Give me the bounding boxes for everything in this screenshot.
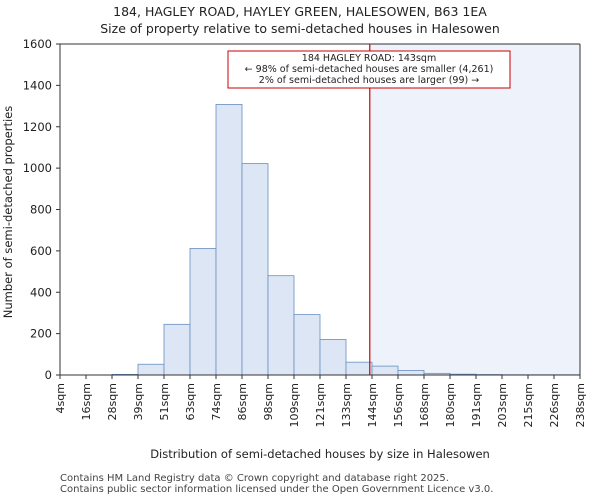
x-tick-label: 109sqm: [288, 383, 301, 427]
annotation-line-2: ← 98% of semi-detached houses are smalle…: [245, 64, 494, 75]
highlight-region: [369, 44, 580, 375]
x-tick-label: 74sqm: [210, 383, 223, 420]
x-tick-label: 121sqm: [314, 383, 327, 427]
chart-subtitle: Size of property relative to semi-detach…: [100, 21, 500, 36]
x-axis-label: Distribution of semi-detached houses by …: [150, 447, 490, 461]
x-tick-label: 16sqm: [80, 383, 93, 420]
footer-copyright: Contains HM Land Registry data © Crown c…: [60, 473, 449, 484]
x-tick-label: 156sqm: [392, 383, 405, 427]
x-tick-label: 63sqm: [184, 383, 197, 420]
histogram-bar: [371, 365, 399, 376]
histogram-bar: [189, 247, 217, 376]
histogram-bar: [397, 370, 425, 376]
y-tick-label: 0: [45, 368, 52, 382]
x-tick-label: 51sqm: [158, 383, 171, 420]
chart-title: 184, HAGLEY ROAD, HAYLEY GREEN, HALESOWE…: [113, 4, 487, 19]
x-tick-label: 28sqm: [106, 383, 119, 420]
footer-licence: Contains public sector information licen…: [60, 484, 494, 495]
x-tick-label: 86sqm: [236, 383, 249, 420]
x-tick-label: 133sqm: [340, 383, 353, 427]
annotation-line-1: 184 HAGLEY ROAD: 143sqm: [302, 53, 436, 64]
x-tick-label: 203sqm: [496, 383, 509, 427]
histogram-chart: 0 200 400 600 800 1000 1200 1400 1600 4sqm 16sqm 2…: [1, 37, 587, 461]
x-tick-label: 215sqm: [522, 383, 535, 427]
y-tick-label: 1600: [23, 37, 52, 51]
x-tick-label: 144sqm: [366, 383, 379, 427]
y-tick-label: 600: [30, 244, 52, 258]
histogram-bar: [293, 314, 321, 376]
annotation-line-3: 2% of semi-detached houses are larger (9…: [259, 75, 479, 86]
x-tick-label: 168sqm: [418, 383, 431, 427]
y-tick-label: 1400: [23, 78, 52, 92]
y-tick-label: 800: [30, 203, 52, 217]
x-tick-label: 180sqm: [444, 383, 457, 427]
x-tick-label: 226sqm: [548, 383, 561, 427]
histogram-bar: [137, 363, 165, 376]
y-tick-label: 1000: [23, 161, 52, 175]
histogram-bar: [241, 163, 269, 376]
x-tick-label: 98sqm: [262, 383, 275, 420]
histogram-bar: [267, 275, 295, 376]
x-tick-label: 191sqm: [470, 383, 483, 427]
y-tick-label: 200: [30, 327, 52, 341]
histogram-bar: [163, 323, 191, 376]
histogram-bar: [345, 361, 373, 376]
y-tick-label: 400: [30, 285, 52, 299]
x-tick-label: 238sqm: [574, 383, 587, 427]
y-tick-label: 1200: [23, 120, 52, 134]
histogram-bar: [319, 339, 347, 376]
histogram-bar: [215, 104, 243, 376]
x-tick-label: 4sqm: [54, 383, 67, 413]
annotation-box: 184 HAGLEY ROAD: 143sqm ← 98% of semi-de…: [227, 50, 511, 89]
x-tick-label: 39sqm: [132, 383, 145, 420]
y-axis-label: Number of semi-detached properties: [1, 106, 15, 318]
